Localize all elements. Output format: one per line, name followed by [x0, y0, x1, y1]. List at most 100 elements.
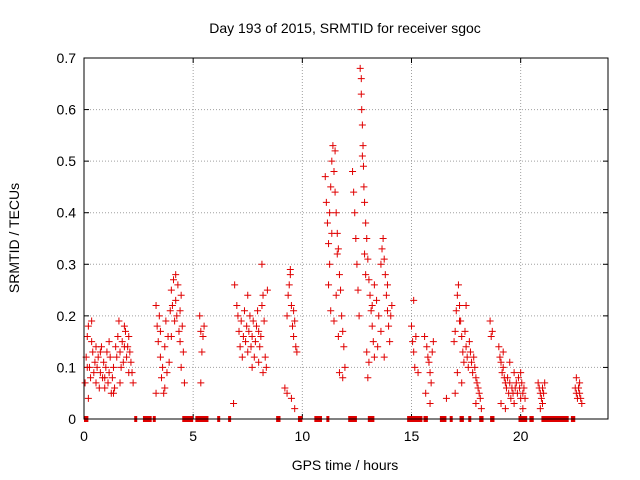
data-point: [246, 312, 254, 320]
data-point: [442, 394, 450, 402]
data-point: [380, 255, 388, 263]
data-point: [92, 379, 100, 387]
data-point: [123, 353, 131, 361]
data-point: [247, 343, 255, 351]
data-point: [235, 327, 243, 335]
data-point: [370, 281, 378, 289]
data-point: [387, 312, 395, 320]
data-point: [383, 281, 391, 289]
data-point: [172, 296, 180, 304]
data-point: [262, 363, 270, 371]
data-point: [88, 338, 96, 346]
data-point: [290, 332, 298, 340]
data-point: [84, 394, 92, 402]
data-point: [412, 332, 420, 340]
data-point: [382, 291, 390, 299]
data-point: [361, 250, 369, 258]
data-point: [472, 374, 480, 382]
data-point: [424, 353, 432, 361]
data-point: [423, 343, 431, 351]
data-point: [178, 322, 186, 330]
data-point: [341, 363, 349, 371]
data-point: [239, 332, 247, 340]
y-tick-label: 0.1: [57, 359, 77, 375]
data-point: [166, 307, 174, 315]
data-point: [334, 332, 342, 340]
data-point: [323, 219, 331, 227]
data-point: [471, 363, 479, 371]
data-point: [84, 322, 92, 330]
data-point: [258, 302, 266, 310]
data-point: [499, 363, 507, 371]
data-point: [125, 332, 133, 340]
data-point: [90, 369, 98, 377]
data-point: [287, 302, 295, 310]
x-axis-label: GPS time / hours: [292, 457, 399, 473]
data-point: [230, 400, 238, 408]
data-point: [238, 353, 246, 361]
data-point: [368, 302, 376, 310]
data-point: [249, 317, 257, 325]
data-point: [514, 374, 522, 382]
data-point: [349, 167, 357, 175]
data-point: [243, 322, 251, 330]
data-point: [335, 271, 343, 279]
data-point: [93, 363, 101, 371]
data-point: [359, 162, 367, 170]
data-point: [281, 384, 289, 392]
data-point: [330, 317, 338, 325]
data-point: [283, 389, 291, 397]
data-point: [366, 291, 374, 299]
data-point: [464, 363, 472, 371]
data-point: [290, 307, 298, 315]
data-point: [245, 327, 253, 335]
data-point: [386, 338, 394, 346]
data-point: [158, 374, 166, 382]
data-point: [284, 291, 292, 299]
data-point: [495, 343, 503, 351]
data-point: [292, 343, 300, 351]
data-point: [252, 322, 260, 330]
data-point: [198, 348, 206, 356]
y-tick-labels: 0 0.1 0.2 0.3 0.4 0.5 0.6 0.7: [57, 50, 77, 427]
data-point: [257, 332, 265, 340]
data-point: [468, 358, 476, 366]
data-point: [496, 353, 504, 361]
data-point: [231, 281, 239, 289]
x-tick-labels: 0 5 10 15 20: [80, 428, 529, 444]
data-point: [486, 317, 494, 325]
data-point: [577, 394, 585, 402]
data-point: [96, 369, 104, 377]
data-point: [94, 353, 102, 361]
data-point: [258, 260, 266, 268]
data-point: [286, 265, 294, 273]
data-point: [118, 338, 126, 346]
data-point: [121, 327, 129, 335]
data-point: [408, 322, 415, 330]
grid: [84, 58, 608, 419]
data-point: [244, 348, 252, 356]
data-point: [472, 400, 480, 408]
data-point: [469, 369, 477, 377]
data-point: [248, 363, 256, 371]
y-tick-label: 0.7: [57, 50, 77, 66]
data-point: [462, 302, 470, 310]
data-point: [497, 400, 505, 408]
data-point: [170, 276, 178, 284]
data-point: [91, 358, 99, 366]
data-point: [180, 379, 188, 387]
data-point: [154, 338, 162, 346]
data-point: [283, 312, 291, 320]
data-point: [510, 400, 518, 408]
data-point: [356, 64, 364, 72]
data-point: [116, 348, 124, 356]
data-point: [451, 389, 459, 397]
data-point: [355, 312, 363, 320]
data-point: [352, 235, 360, 242]
data-point: [156, 327, 164, 335]
data-point: [358, 152, 366, 160]
data-point: [109, 389, 117, 397]
data-point: [120, 322, 128, 330]
data-point: [576, 379, 584, 387]
data-point: [248, 332, 256, 340]
